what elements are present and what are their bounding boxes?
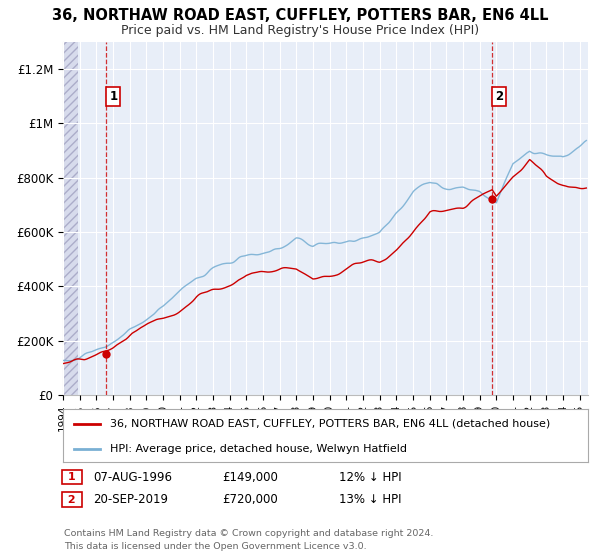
Text: 2: 2	[64, 494, 80, 505]
Text: HPI: Average price, detached house, Welwyn Hatfield: HPI: Average price, detached house, Welw…	[110, 444, 407, 454]
Text: 20-SEP-2019: 20-SEP-2019	[93, 493, 168, 506]
Text: 07-AUG-1996: 07-AUG-1996	[93, 470, 172, 484]
Text: 1: 1	[109, 90, 118, 103]
Text: £149,000: £149,000	[222, 470, 278, 484]
Text: 36, NORTHAW ROAD EAST, CUFFLEY, POTTERS BAR, EN6 4LL: 36, NORTHAW ROAD EAST, CUFFLEY, POTTERS …	[52, 8, 548, 24]
Text: 2: 2	[495, 90, 503, 103]
Text: Price paid vs. HM Land Registry's House Price Index (HPI): Price paid vs. HM Land Registry's House …	[121, 24, 479, 36]
Text: 36, NORTHAW ROAD EAST, CUFFLEY, POTTERS BAR, EN6 4LL (detached house): 36, NORTHAW ROAD EAST, CUFFLEY, POTTERS …	[110, 419, 551, 429]
Text: 12% ↓ HPI: 12% ↓ HPI	[339, 470, 401, 484]
Text: Contains HM Land Registry data © Crown copyright and database right 2024.
This d: Contains HM Land Registry data © Crown c…	[64, 529, 434, 550]
Text: £720,000: £720,000	[222, 493, 278, 506]
Bar	[63, 42, 78, 395]
Text: 13% ↓ HPI: 13% ↓ HPI	[339, 493, 401, 506]
Text: 1: 1	[64, 472, 80, 482]
